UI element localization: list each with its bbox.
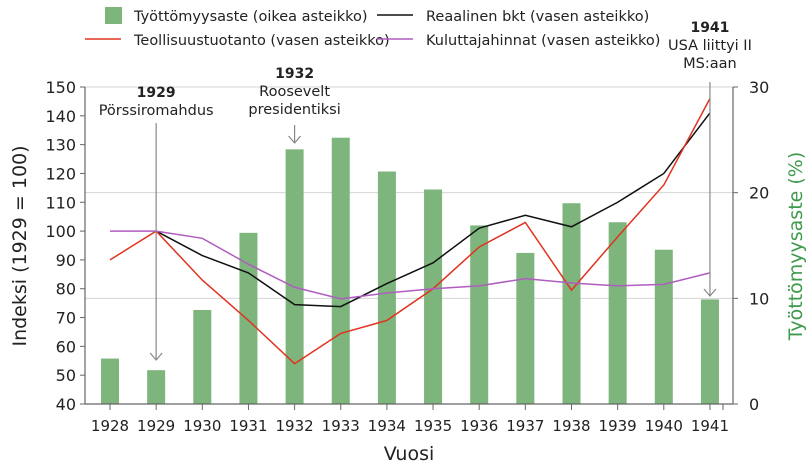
annotation-year: 1941 xyxy=(690,20,729,36)
right-tick-label: 0 xyxy=(749,395,759,414)
x-tick-label: 1933 xyxy=(322,417,360,435)
legend-label: Kuluttajahinnat (vasen asteikko) xyxy=(426,33,660,49)
unemployment-bar xyxy=(654,249,673,404)
left-tick-label: 80 xyxy=(56,280,76,299)
annotation-text: USA liittyi II xyxy=(668,38,752,54)
unemployment-bars xyxy=(101,137,719,404)
unemployment-bar xyxy=(331,137,350,404)
unemployment-bar xyxy=(101,358,119,404)
left-axis-label: Indeksi (1929 = 100) xyxy=(9,145,31,346)
unemployment-bar xyxy=(285,149,304,404)
left-tick-label: 140 xyxy=(45,107,76,126)
x-tick-label: 1934 xyxy=(368,417,406,435)
left-tick-label: 120 xyxy=(45,164,76,183)
x-tick-label: 1931 xyxy=(229,417,267,435)
unemployment-bar xyxy=(516,252,535,404)
unemployment-bar xyxy=(608,222,627,404)
annotation-year: 1929 xyxy=(137,85,176,101)
x-tick-label: 1930 xyxy=(183,417,221,435)
event-annotations: 1929 Pörssiromahdus 1932 Roosevelt president… xyxy=(99,20,752,361)
series-line xyxy=(110,230,711,300)
annotation-text: presidentiksi xyxy=(248,102,340,118)
unemployment-bar xyxy=(470,225,489,404)
unemployment-bar xyxy=(147,370,166,404)
left-tick-label: 90 xyxy=(56,251,76,270)
series-line xyxy=(109,98,711,365)
left-tick-label: 50 xyxy=(56,366,76,385)
x-tick-label: 1936 xyxy=(460,417,498,435)
series-line xyxy=(155,112,711,308)
x-tick-label: 1941 xyxy=(691,417,729,435)
right-tick-label: 20 xyxy=(749,184,769,203)
left-tick-label: 40 xyxy=(56,395,76,414)
right-tick-label: 10 xyxy=(749,289,769,308)
unemployment-bar xyxy=(424,189,443,404)
legend: Työttömyysaste (oikea asteikko) Reaalinen… xyxy=(85,7,660,49)
legend-label: Teollisuustuotanto (vasen asteikko) xyxy=(133,33,390,49)
arrow-head-icon xyxy=(703,288,717,297)
annotation-text: Roosevelt xyxy=(259,84,330,100)
x-tick-label: 1940 xyxy=(645,417,683,435)
annotation-text: MS:aan xyxy=(683,56,737,72)
left-tick-label: 110 xyxy=(45,193,76,212)
annotation-year: 1932 xyxy=(275,66,314,82)
arrow-head-icon xyxy=(149,352,163,361)
x-tick-label: 1928 xyxy=(91,417,129,435)
unemployment-bar xyxy=(700,299,719,404)
series-lines xyxy=(109,98,711,365)
annotation-text: Pörssiromahdus xyxy=(99,103,214,119)
legend-label: Työttömyysaste (oikea asteikko) xyxy=(133,9,368,25)
unemployment-bar xyxy=(239,232,258,404)
right-tick-label: 30 xyxy=(749,78,769,97)
unemployment-bar xyxy=(193,309,212,404)
legend-swatch xyxy=(105,7,122,24)
legend-label: Reaalinen bkt (vasen asteikko) xyxy=(426,9,649,25)
left-tick-label: 70 xyxy=(56,309,76,328)
x-tick-label: 1929 xyxy=(137,417,175,435)
axes: 40 50 60 70 80 90 100 110 120 130 140 150 0 10 20 30 192… xyxy=(9,78,807,465)
x-tick-label: 1937 xyxy=(506,417,544,435)
left-tick-label: 150 xyxy=(45,78,76,97)
left-tick-label: 60 xyxy=(56,337,76,356)
left-tick-label: 130 xyxy=(45,136,76,155)
left-tick-label: 100 xyxy=(45,222,76,241)
x-tick-label: 1932 xyxy=(276,417,314,435)
unemployment-bar xyxy=(562,203,581,404)
x-axis-label: Vuosi xyxy=(384,443,435,465)
x-tick-label: 1938 xyxy=(552,417,590,435)
arrow-head-icon xyxy=(288,135,302,144)
right-axis-label: Työttömyysaste (%) xyxy=(785,152,807,342)
x-tick-label: 1939 xyxy=(599,417,637,435)
unemployment-bar xyxy=(377,171,396,404)
x-tick-label: 1935 xyxy=(414,417,452,435)
